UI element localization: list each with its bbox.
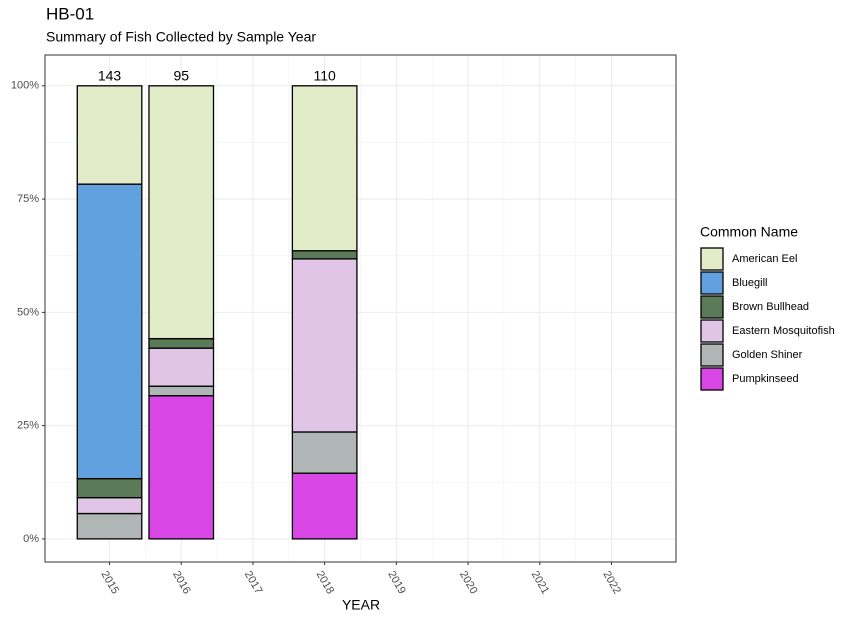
bar-segment <box>148 85 215 340</box>
y-tick-label: 100% <box>11 80 39 92</box>
total-label: 110 <box>313 68 336 84</box>
legend-label: Eastern Mosquitofish <box>732 325 835 337</box>
total-label: 143 <box>98 68 122 84</box>
legend-key <box>700 367 724 391</box>
legend-key <box>700 295 724 319</box>
bar-segment <box>291 472 358 540</box>
legend-title: Common Name <box>700 224 798 240</box>
legend-label: Brown Bullhead <box>732 301 809 313</box>
bar-segment <box>291 250 358 260</box>
bar-segment <box>291 85 358 252</box>
bar-segment <box>148 347 215 387</box>
legend-key <box>700 271 724 295</box>
legend-label: Bluegill <box>732 277 767 289</box>
chart-subtitle: Summary of Fish Collected by Sample Year <box>46 29 316 45</box>
bar-segment <box>148 395 215 540</box>
y-tick-label: 50% <box>17 306 39 318</box>
panel-border <box>44 54 677 563</box>
legend-key <box>700 343 724 367</box>
bar-segment <box>291 431 358 474</box>
y-tick-label: 75% <box>17 193 39 205</box>
bar-segment <box>76 497 143 515</box>
bar-segment <box>76 85 143 185</box>
chart-title: HB-01 <box>46 4 94 23</box>
y-tick-label: 25% <box>17 420 39 432</box>
legend-label: Pumpkinseed <box>732 373 799 385</box>
bar-segment <box>76 477 143 499</box>
total-label: 95 <box>173 68 189 84</box>
bar-segment <box>76 512 143 540</box>
bar-segment <box>291 258 358 433</box>
legend-key <box>700 319 724 343</box>
legend-label: Golden Shiner <box>732 349 803 361</box>
bar-segment <box>148 385 215 397</box>
legend-key <box>700 247 724 271</box>
bar-segment <box>76 183 143 480</box>
legend-label: American Eel <box>732 253 797 265</box>
y-tick-label: 0% <box>23 533 39 545</box>
x-axis-title: YEAR <box>342 597 380 613</box>
bar-segment <box>148 337 215 349</box>
